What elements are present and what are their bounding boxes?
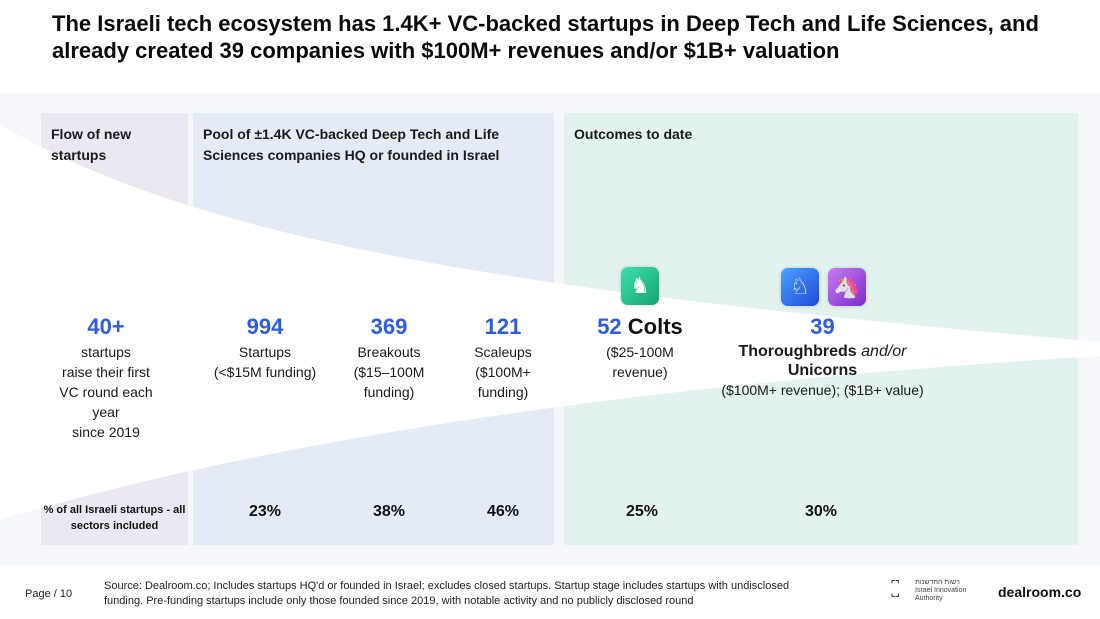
pool-header: Pool of ±1.4K VC-backed Deep Tech and Li… xyxy=(203,126,500,163)
thoroughbred-icon: ♘ xyxy=(781,268,819,306)
unicorn-icon: 🦄 xyxy=(828,268,866,306)
pct-colts: 25% xyxy=(625,503,659,520)
colt-icon: ♞ xyxy=(621,267,659,305)
iia-logo-icon: ⌜⌝ ⌞⌟ xyxy=(891,579,900,598)
page-number: Page / 10 xyxy=(25,588,73,600)
dealroom-logo: dealroom.co xyxy=(998,584,1082,600)
pct-breakouts: 38% xyxy=(372,503,406,520)
source-note: Source: Dealroom.co; Includes startups H… xyxy=(104,580,790,607)
flow-column: 40+ startups raise their first VC round ea… xyxy=(59,314,153,440)
scaleups-column: 121 Scaleups ($100M+ funding) xyxy=(474,314,532,400)
flow-header: Flow of new startups xyxy=(51,126,132,163)
pct-unicorns: 30% xyxy=(804,503,838,520)
page-title: The Israeli tech ecosystem has 1.4K+ VC-… xyxy=(52,11,1039,63)
pct-scaleups: 46% xyxy=(486,503,520,520)
iia-logo: רשות החדשנות Israel Innovation Authority xyxy=(915,579,967,602)
pct-row-label: % of all Israeli startups - all sectors … xyxy=(43,504,186,532)
funnel-shape xyxy=(0,125,1100,520)
colts-column: 52 Colts ($25-100M revenue) xyxy=(597,314,683,380)
outcomes-header: Outcomes to date xyxy=(574,126,693,142)
startups-column: 994 Startups (<$15M funding) xyxy=(213,314,317,380)
unicorns-column: 39 Thoroughbreds and/or Unicorns ($100M+… xyxy=(721,314,924,398)
pct-startups: 23% xyxy=(248,503,282,520)
breakouts-column: 369 Breakouts ($15–100M funding) xyxy=(353,314,425,400)
